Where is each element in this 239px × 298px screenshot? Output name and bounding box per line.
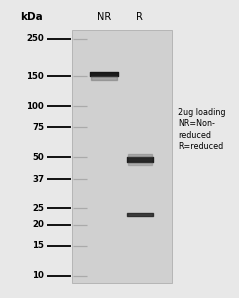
Text: 150: 150: [27, 72, 44, 81]
Text: 75: 75: [32, 123, 44, 132]
Bar: [72, 30, 172, 283]
Text: 37: 37: [32, 175, 44, 184]
Text: 15: 15: [32, 241, 44, 250]
Text: R: R: [136, 12, 143, 22]
Text: 25: 25: [32, 204, 44, 213]
Text: 10: 10: [32, 271, 44, 280]
Text: kDa: kDa: [20, 12, 43, 22]
Text: 100: 100: [27, 102, 44, 111]
Text: NR: NR: [97, 12, 111, 22]
Text: 2ug loading
NR=Non-
reduced
R=reduced: 2ug loading NR=Non- reduced R=reduced: [178, 108, 226, 151]
Text: 250: 250: [27, 34, 44, 43]
Text: 20: 20: [32, 220, 44, 229]
Text: 50: 50: [33, 153, 44, 162]
